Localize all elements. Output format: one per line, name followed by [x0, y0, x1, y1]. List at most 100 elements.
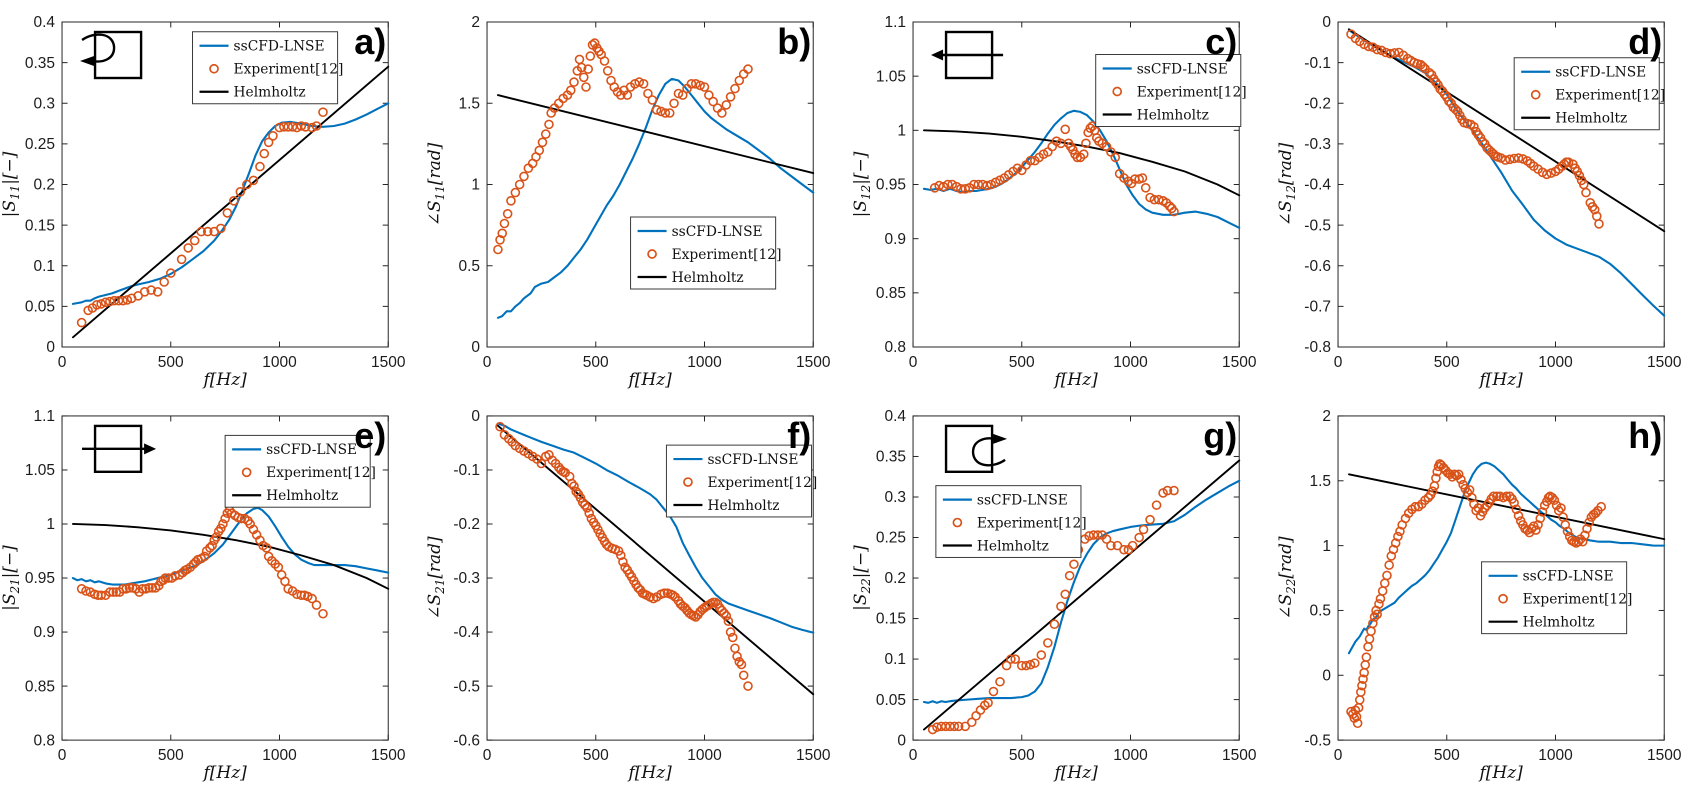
experiment-points — [495, 421, 754, 691]
y-tick-label: 0.05 — [25, 299, 55, 316]
legend-c: ssCFD-LNSE Experiment[12] Helmholtz — [1094, 54, 1246, 127]
x-tick-label: 500 — [158, 747, 184, 764]
y-axis-label: |S12|[−] — [851, 151, 873, 217]
reflection-left-icon — [80, 30, 143, 80]
y-tick-label: 0.25 — [875, 530, 905, 547]
x-tick-label: 500 — [583, 354, 609, 371]
panel-d: 0 500 1000 1500 -0.8 -0.7 -0.6 -0.5 -0.4 -0.3 -0.2… — [1275, 0, 1701, 394]
legend-label: Experiment[12] — [234, 62, 344, 78]
panel-letter-a: a) — [354, 21, 386, 62]
y-tick-label: 1.1 — [33, 408, 55, 425]
y-tick-label: 0 — [472, 339, 481, 356]
y-tick-label: 0 — [46, 339, 55, 356]
y-tick-label: 0.15 — [25, 217, 55, 234]
legend-e: ssCFD-LNSE Experiment[12] Helmholtz — [224, 434, 376, 508]
x-tick-label: 1500 — [1221, 747, 1255, 764]
x-tick-label: 1000 — [262, 747, 296, 764]
x-tick-label: 0 — [1333, 747, 1342, 764]
y-tick-label: 0 — [472, 408, 481, 425]
y-tick-label: -0.6 — [454, 732, 481, 749]
legend-h: ssCFD-LNSE Experiment[12] Helmholtz — [1480, 561, 1632, 635]
y-tick-label: 1 — [472, 177, 481, 194]
sscfd-lnse-line — [922, 479, 1240, 704]
plot-e: 0 500 1000 1500 0.8 0.85 0.9 0.95 1 1.05 1.1 f[Hz] |… — [0, 408, 405, 783]
axes-c: 0 500 1000 1500 0.8 0.85 0.9 0.95 1 1.05 1.1 — [875, 14, 1256, 371]
y-tick-label: -0.4 — [1304, 177, 1331, 194]
y-axis-label: ∠S11[rad] — [425, 142, 447, 226]
experiment-points — [76, 107, 328, 328]
legend-label: Experiment[12] — [708, 475, 818, 491]
reflection-right-icon — [944, 424, 1007, 473]
legend-label: Experiment[12] — [1522, 592, 1632, 608]
plot-a: 0 500 1000 1500 0 0.05 0.1 0.15 0.2 0.25 0.3 0.35 0.… — [0, 14, 406, 390]
axes-a: 0 500 1000 1500 0 0.05 0.1 0.15 0.2 0.25 0.3 0.35 0.… — [25, 14, 406, 371]
legend-a: ssCFD-LNSE Experiment[12] Helmholtz — [192, 31, 344, 105]
legend-label: ssCFD-LNSE — [976, 492, 1067, 508]
experiment-points — [929, 121, 1179, 217]
x-axis-label: f[Hz] — [1052, 763, 1098, 783]
x-tick-label: 500 — [1008, 354, 1034, 371]
plot-h: 0 500 1000 1500-0.500.511.52f[Hz]∠S22[rad] s… — [1276, 408, 1681, 783]
x-tick-label: 1500 — [796, 747, 830, 764]
y-tick-label: 2 — [472, 14, 481, 31]
plot-f: 0 500 1000 1500 -0.6 -0.5 -0.4 -0.3 -0.2 -0.1 0 f[H… — [425, 408, 830, 783]
legend-label: Experiment[12] — [1555, 88, 1665, 104]
panel-h: 0 500 1000 1500 -0.5 0 0.5 1 1.5 2 f[Hz] ∠S22[rad] s… — [1275, 394, 1701, 787]
y-tick-label: -0.7 — [1304, 299, 1331, 316]
helmholtz-line — [922, 129, 1240, 197]
legend-label: Helmholtz — [1555, 111, 1627, 127]
y-tick-label: 0.4 — [884, 408, 906, 425]
sscfd-lnse-line — [497, 422, 815, 634]
y-axis-label: ∠S21[rad] — [425, 536, 447, 620]
x-tick-label: 1000 — [1113, 747, 1147, 764]
plot-d: 0 500 1000 1500 -0.8 -0.7 -0.6 -0.5 -0.4 -0.3 -0.2… — [1276, 14, 1682, 390]
y-tick-label: 1.05 — [25, 462, 55, 479]
experiment-points — [1345, 29, 1604, 229]
y-tick-label: 0.85 — [25, 678, 55, 695]
plot-c: 0 500 1000 1500 0.8 0.85 0.9 0.95 1 1.05 1.1 f[Hz] |… — [851, 14, 1257, 390]
legend-label: Helmholtz — [266, 488, 338, 504]
helmholtz-line — [497, 94, 815, 175]
y-tick-label: 0.8 — [884, 339, 906, 356]
x-tick-label: 0 — [58, 747, 67, 764]
y-axis-label: |S11|[−] — [0, 151, 22, 217]
sscfd-lnse-line — [71, 506, 390, 586]
x-axis-label: f[Hz] — [1052, 370, 1098, 390]
legend-label: Experiment[12] — [672, 247, 782, 263]
y-tick-label: 0.1 — [33, 258, 55, 275]
helmholtz-line — [1347, 28, 1665, 233]
y-axis-label: ∠S12[rad] — [1276, 142, 1298, 226]
y-tick-label: 0.8 — [33, 732, 55, 749]
experiment-points — [76, 505, 328, 619]
x-tick-label: 500 — [583, 747, 609, 764]
legend-label: Helmholtz — [1136, 107, 1208, 123]
y-axis-label: |S21|[−] — [0, 545, 22, 611]
y-tick-label: 0.95 — [875, 177, 905, 194]
y-tick-label: -0.3 — [1304, 136, 1331, 153]
legend-label: Helmholtz — [976, 538, 1048, 554]
legend-label: Experiment[12] — [266, 465, 376, 481]
transmission-right-icon — [82, 424, 157, 473]
x-tick-label: 500 — [1008, 747, 1034, 764]
x-tick-label: 500 — [1434, 354, 1460, 371]
y-tick-label: 1.5 — [459, 95, 481, 112]
axes-d: 0 500 1000 1500 -0.8 -0.7 -0.6 -0.5 -0.4 -0.3 -0.2… — [1304, 14, 1682, 371]
x-axis-label: f[Hz] — [1477, 370, 1523, 390]
sscfd-lnse-line — [1347, 29, 1666, 317]
panel-letter-e: e) — [354, 415, 386, 456]
x-tick-label: 1500 — [796, 354, 831, 371]
x-tick-label: 1000 — [1538, 747, 1572, 764]
y-tick-label: 0.35 — [25, 55, 55, 72]
legend-label: Experiment[12] — [976, 515, 1086, 531]
y-tick-label: -0.5 — [454, 678, 481, 695]
legend-label: ssCFD-LNSE — [1522, 569, 1613, 585]
axes-h: 0 500 1000 1500-0.500.511.52 — [1304, 408, 1681, 764]
y-tick-label: 0.3 — [33, 95, 55, 112]
legend-label: Helmholtz — [708, 498, 780, 514]
x-tick-label: 0 — [908, 747, 917, 764]
y-tick-label: -0.6 — [1304, 258, 1331, 275]
y-tick-label: -0.5 — [1304, 217, 1331, 234]
y-tick-label: 0.5 — [1309, 603, 1331, 620]
y-tick-label: 0.4 — [33, 14, 55, 31]
y-tick-label: 0.95 — [25, 570, 55, 587]
